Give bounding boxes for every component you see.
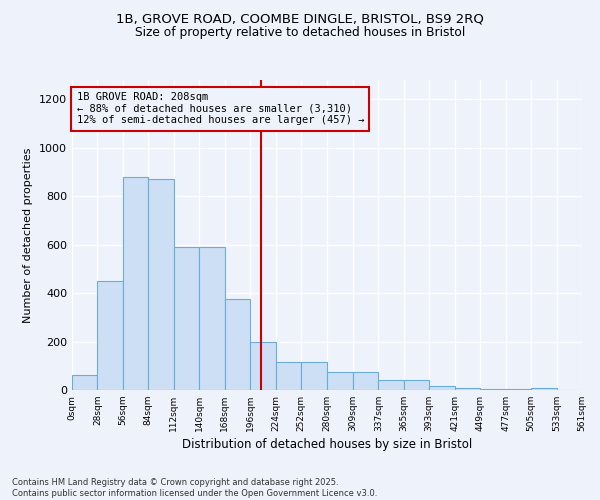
Bar	[148, 180, 174, 390]
Bar	[404, 380, 429, 390]
Bar	[353, 372, 379, 390]
Bar	[174, 247, 199, 390]
Text: Size of property relative to detached houses in Bristol: Size of property relative to detached ho…	[135, 26, 465, 39]
Bar	[72, 376, 97, 390]
Text: 1B, GROVE ROAD, COOMBE DINGLE, BRISTOL, BS9 2RQ: 1B, GROVE ROAD, COOMBE DINGLE, BRISTOL, …	[116, 12, 484, 26]
X-axis label: Distribution of detached houses by size in Bristol: Distribution of detached houses by size …	[182, 438, 472, 451]
Bar	[480, 389, 506, 390]
Bar	[326, 372, 353, 390]
Bar	[455, 388, 480, 390]
Bar	[275, 362, 301, 390]
Bar	[531, 388, 557, 390]
Bar	[123, 177, 148, 390]
Bar	[429, 386, 455, 390]
Text: 1B GROVE ROAD: 208sqm
← 88% of detached houses are smaller (3,310)
12% of semi-d: 1B GROVE ROAD: 208sqm ← 88% of detached …	[77, 92, 364, 126]
Bar	[301, 362, 326, 390]
Bar	[506, 389, 531, 390]
Y-axis label: Number of detached properties: Number of detached properties	[23, 148, 34, 322]
Bar	[379, 380, 404, 390]
Bar	[225, 299, 250, 390]
Text: Contains HM Land Registry data © Crown copyright and database right 2025.
Contai: Contains HM Land Registry data © Crown c…	[12, 478, 377, 498]
Bar	[97, 281, 123, 390]
Bar	[250, 342, 275, 390]
Bar	[199, 247, 225, 390]
